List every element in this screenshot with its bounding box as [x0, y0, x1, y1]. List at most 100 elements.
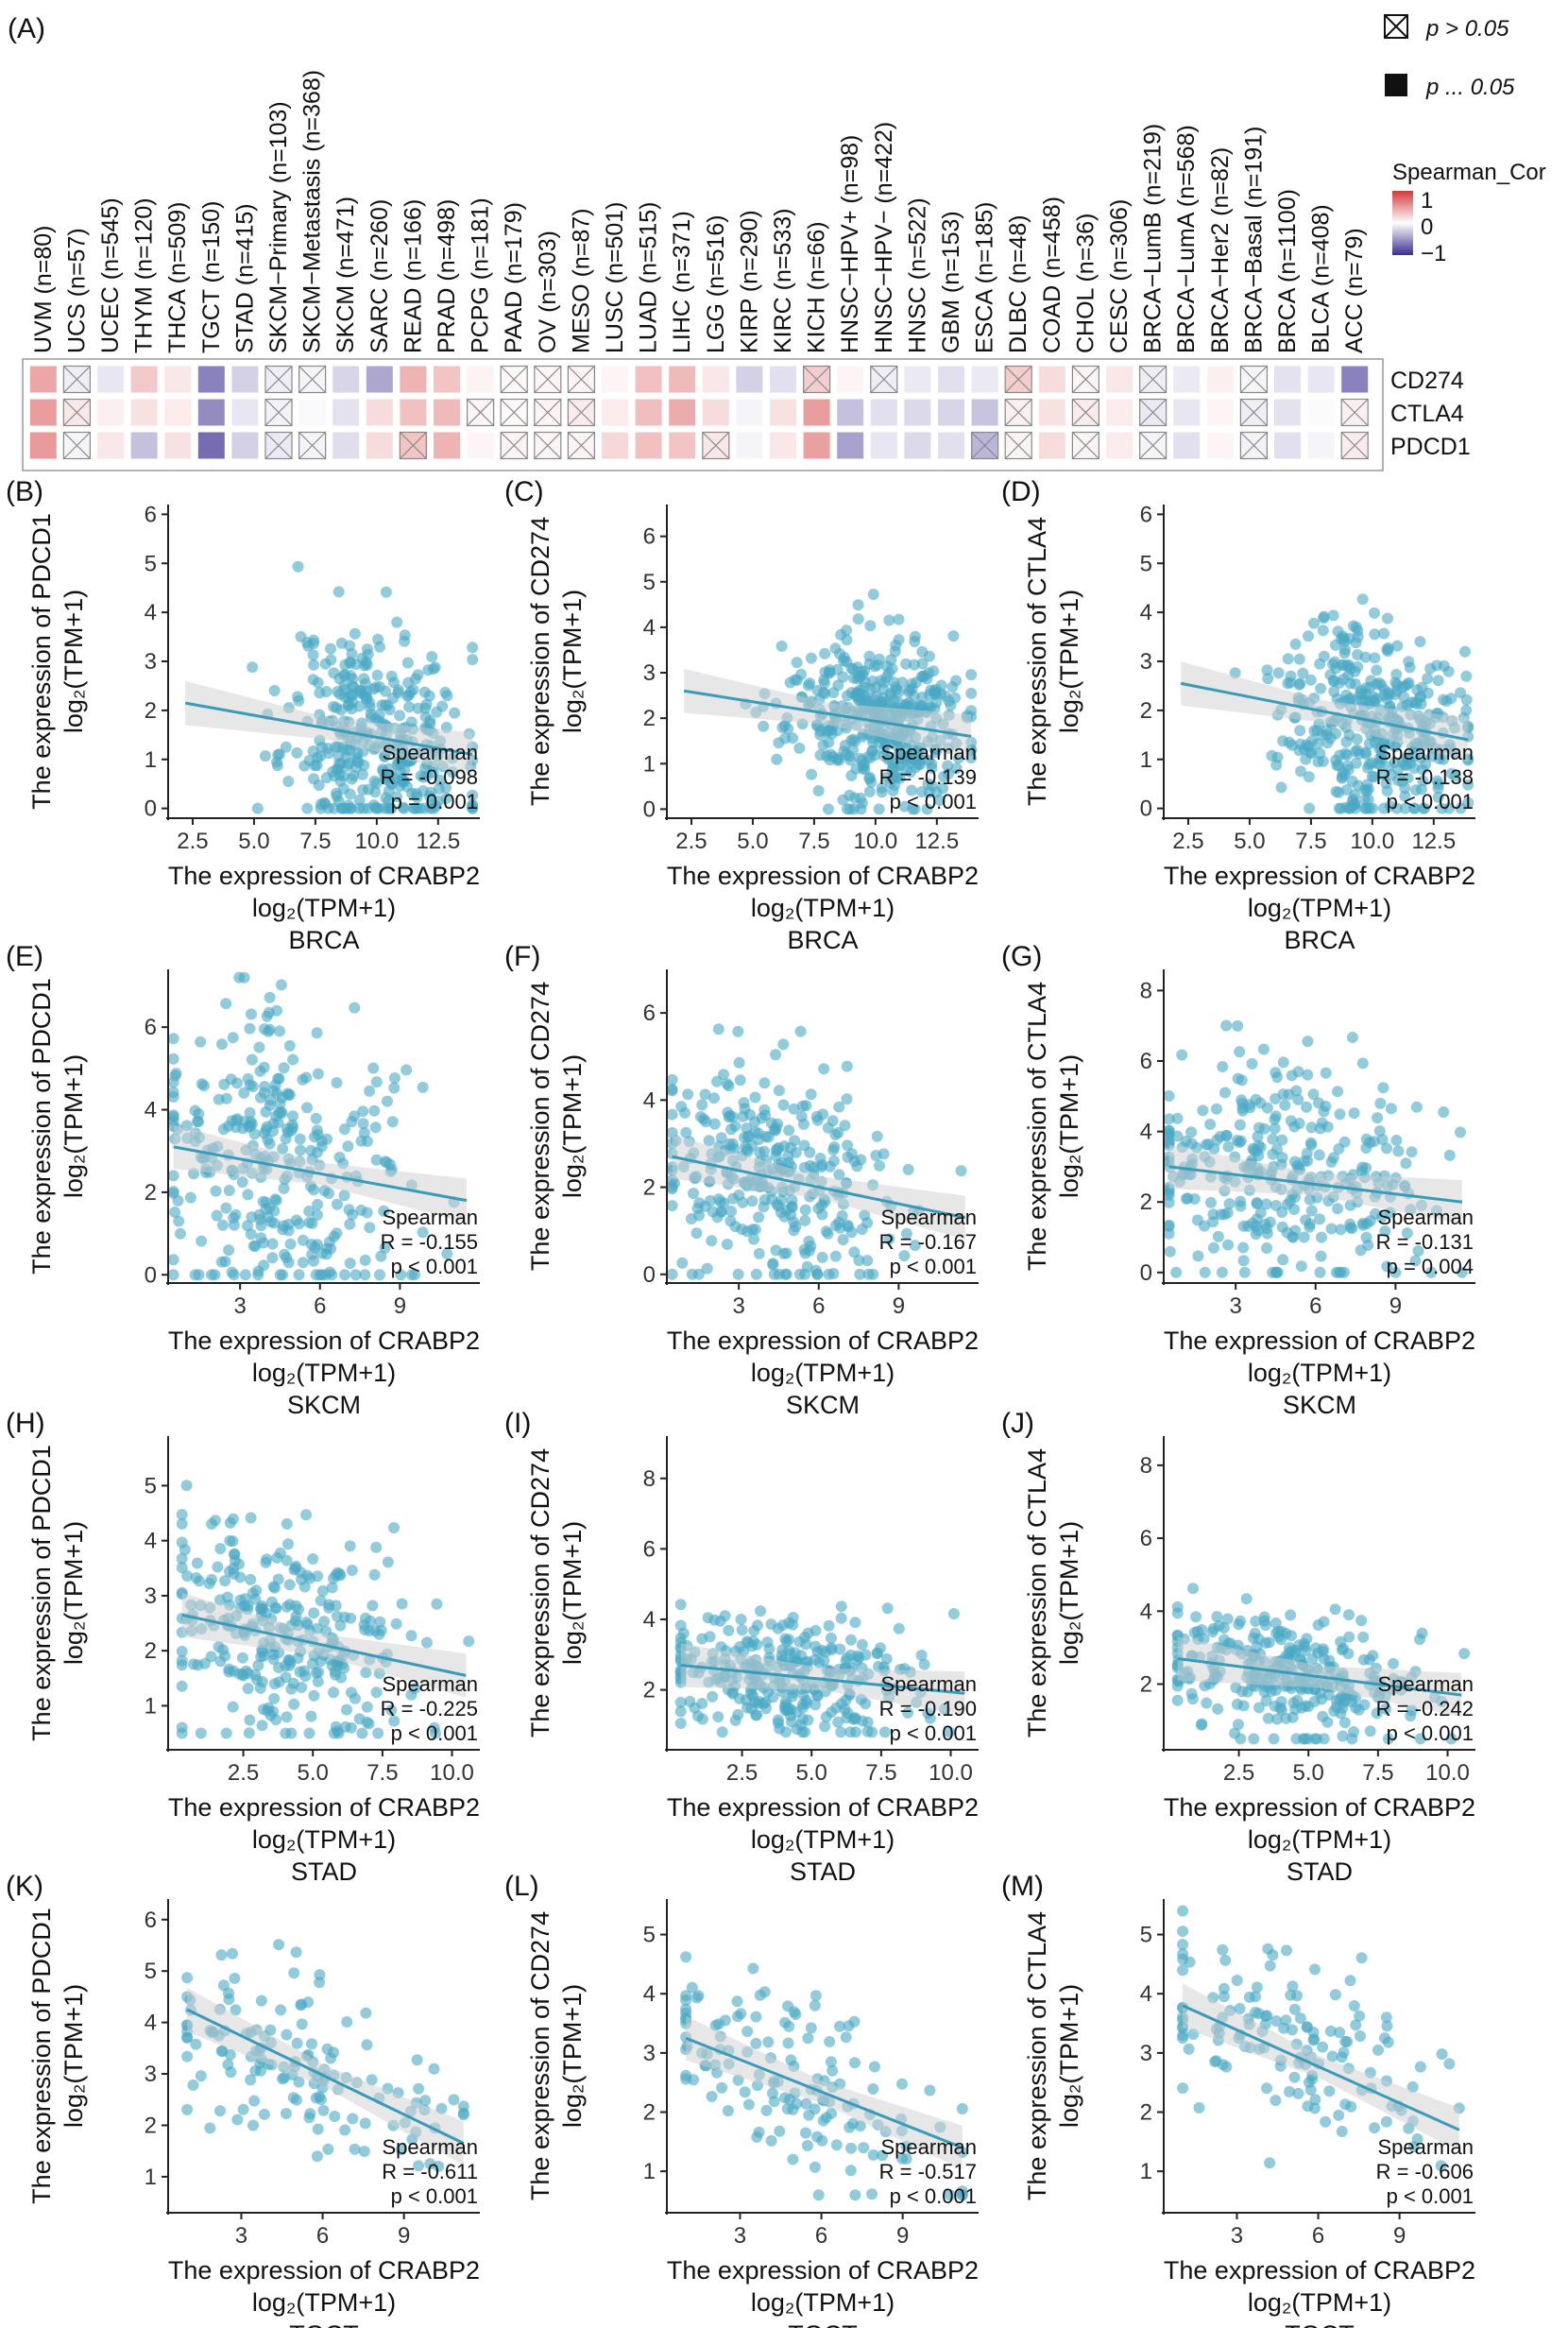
data-point [1330, 1266, 1342, 1278]
heatmap-row-label: CD274 [1390, 368, 1464, 394]
data-point [806, 768, 818, 780]
data-point [1188, 1193, 1201, 1205]
data-point [918, 1658, 930, 1670]
data-point [765, 2134, 777, 2147]
data-point [782, 2037, 794, 2049]
stat-p: p < 0.001 [1387, 790, 1474, 813]
data-point [746, 1195, 758, 1207]
data-point [272, 1573, 284, 1585]
data-point [301, 1569, 314, 1582]
heatmap-cell [298, 399, 326, 426]
data-point [1301, 1101, 1313, 1113]
data-point [195, 1036, 207, 1048]
data-point [845, 1634, 857, 1646]
heatmap-col-label: BLCA (n=408) [1308, 204, 1335, 353]
data-point [258, 1259, 270, 1272]
y-axis-title: The expression of CTLA4 [1023, 517, 1051, 806]
data-point [805, 1088, 817, 1101]
stat-r: R = -0.167 [879, 1230, 977, 1254]
data-point [1286, 1630, 1297, 1642]
data-point [1409, 1255, 1422, 1267]
data-point [344, 1258, 356, 1270]
data-point [203, 1578, 215, 1589]
data-point [467, 789, 479, 801]
data-point [721, 1078, 733, 1090]
data-point [831, 725, 844, 737]
data-point [1171, 1600, 1184, 1613]
data-point [370, 1154, 383, 1166]
heatmap-col-label: LIHC (n=371) [669, 211, 695, 353]
data-point [831, 663, 844, 676]
x-tick-label: 7.5 [299, 829, 331, 854]
data-point [242, 1683, 254, 1695]
data-point [1290, 1733, 1303, 1745]
data-point [1360, 1231, 1372, 1243]
x-tick-label: 3 [235, 2223, 247, 2249]
data-point [1376, 1134, 1389, 1146]
data-point [238, 1087, 250, 1099]
y-tick-label: 0 [643, 1262, 656, 1288]
data-point [1350, 757, 1362, 769]
x-axis-title: The expression of CRABP2 [168, 1327, 480, 1355]
data-point [1262, 673, 1274, 685]
data-point [305, 1710, 317, 1722]
heatmap-cell [231, 399, 259, 426]
stat-method: Spearman [382, 2135, 478, 2159]
data-point [782, 1645, 794, 1656]
data-point [913, 749, 926, 762]
data-point [1369, 607, 1380, 619]
data-point [890, 640, 902, 651]
data-point [350, 659, 362, 671]
stat-p: p = 0.001 [391, 790, 478, 813]
data-point [341, 1703, 352, 1716]
heatmap-ns-cross [500, 432, 528, 459]
data-point [227, 1947, 238, 1960]
data-point [310, 2092, 322, 2104]
data-point [227, 1513, 239, 1525]
data-point [1404, 661, 1416, 674]
data-point [945, 699, 957, 711]
data-point [255, 1232, 267, 1244]
data-point [272, 1072, 284, 1085]
data-point [867, 2083, 879, 2095]
fit-line [181, 1613, 467, 1677]
heatmap-col-label: PCPG (n=181) [468, 197, 494, 353]
data-point [251, 802, 264, 814]
data-point [851, 1654, 863, 1667]
heatmap-ns-cross [1139, 366, 1167, 393]
data-point [281, 1554, 293, 1566]
data-point [1343, 1609, 1355, 1621]
data-point [1360, 1142, 1372, 1154]
data-point [264, 991, 276, 1003]
data-point [819, 688, 831, 699]
data-point [782, 723, 794, 735]
data-point [1302, 1069, 1314, 1081]
data-point [774, 1722, 786, 1735]
data-point [334, 1619, 347, 1632]
data-point [845, 1226, 858, 1239]
data-point [855, 803, 867, 815]
x-tick-label: 6 [1312, 2223, 1324, 2249]
data-point [682, 1088, 694, 1101]
heatmap-cell [29, 366, 57, 393]
data-point [287, 1110, 298, 1122]
data-point [1449, 770, 1461, 782]
data-point [1419, 802, 1431, 814]
data-point [259, 750, 271, 762]
data-point [775, 640, 788, 652]
data-point [840, 2031, 852, 2044]
data-point [341, 744, 353, 756]
data-point [733, 1056, 745, 1069]
data-point [674, 1696, 687, 1708]
data-point [1340, 689, 1353, 701]
data-point [333, 1151, 346, 1163]
data-point [288, 1967, 300, 1979]
heatmap-ns-cross [1239, 399, 1268, 426]
data-point [195, 1727, 207, 1739]
heatmap-cell [130, 399, 158, 426]
x-tick-label: 10.0 [1351, 829, 1395, 854]
data-point [1287, 1697, 1300, 1709]
data-point [332, 796, 345, 807]
heatmap-cell [1038, 366, 1065, 393]
data-point [345, 1721, 357, 1734]
